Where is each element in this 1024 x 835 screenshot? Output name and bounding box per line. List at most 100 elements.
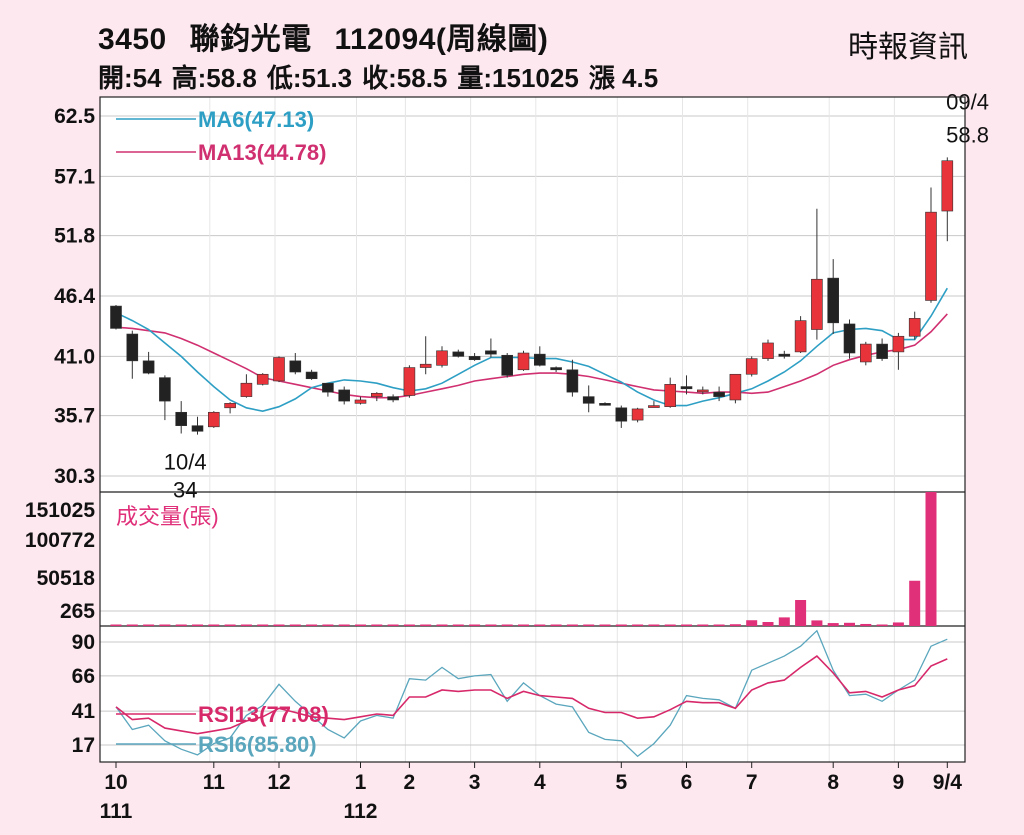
volume-bar: [811, 620, 823, 626]
x-tick-label: 11: [203, 771, 226, 794]
x-tick-label: 7: [746, 771, 758, 794]
volume-bar: [159, 624, 171, 626]
stock-name: 聯鈞光電: [189, 23, 312, 56]
volume-tick-label: 100772: [25, 529, 95, 552]
x-tick-label: 1: [355, 771, 367, 794]
candle-up: [811, 278, 823, 330]
candle-up: [925, 211, 937, 301]
ohlc-item: 量:151025: [457, 63, 579, 93]
candle-down: [615, 407, 628, 422]
x-tick-label: 2: [404, 771, 416, 794]
candle-up: [240, 382, 253, 397]
volume-bar: [224, 624, 236, 626]
x-year-label: 111: [100, 800, 133, 823]
candle-down: [680, 386, 693, 390]
ohlc-item: 高:58.8: [171, 63, 257, 93]
volume-bar: [892, 622, 904, 626]
candle-up: [273, 357, 285, 382]
volume-bar: [729, 624, 741, 626]
volume-bar: [909, 580, 921, 626]
volume-bar: [566, 624, 578, 626]
data-source: 時報資訊: [848, 31, 968, 64]
volume-bar: [436, 624, 448, 626]
candle-down: [582, 396, 595, 404]
price-tick-label: 46.4: [54, 285, 95, 308]
rsi-tick-label: 17: [72, 734, 95, 757]
candle-up: [762, 342, 774, 359]
volume-bar: [518, 624, 529, 626]
volume-bar: [827, 623, 839, 626]
candle-down: [533, 353, 546, 366]
volume-bar: [240, 624, 252, 626]
volume-bar: [387, 624, 399, 626]
x-tick-label: 9/4: [933, 771, 963, 794]
volume-bar: [860, 623, 872, 626]
candle-down: [142, 360, 155, 374]
price-annotation: 34: [173, 478, 197, 503]
candle-up: [517, 352, 530, 371]
price-annotation: 10/4: [164, 450, 207, 475]
candle-up: [664, 384, 677, 407]
volume-bar: [289, 624, 301, 626]
volume-bar: [648, 624, 660, 626]
ma13-line: [115, 313, 948, 399]
ohlc-summary: 開:54 高:58.8 低:51.3 收:58.5 量:151025 漲 4.5: [98, 58, 668, 95]
price-tick-label: 51.8: [54, 225, 95, 248]
volume-bar: [420, 624, 432, 626]
candle-down: [338, 389, 351, 402]
rsi13-line: [115, 655, 948, 735]
candle-up: [729, 373, 742, 401]
candle-up: [859, 343, 872, 363]
x-tick-label: 8: [827, 771, 839, 794]
volume-bar: [615, 624, 627, 626]
volume-bar: [583, 624, 595, 626]
price-tick-label: 35.7: [54, 405, 95, 428]
volume-bar: [143, 624, 155, 626]
volume-bar: [306, 624, 318, 626]
price-tick-label: 30.3: [54, 465, 95, 488]
candle-up: [745, 358, 758, 375]
volume-bar: [746, 620, 758, 626]
candle-down: [876, 343, 888, 359]
volume-bar: [322, 624, 334, 626]
x-tick-label: 3: [469, 771, 481, 794]
volume-bar: [876, 624, 888, 626]
candle-down: [289, 360, 302, 373]
volume-bar: [844, 622, 855, 626]
candle-up: [224, 403, 236, 409]
chart-title: 3450 聯鈞光電 112094(周線圖): [98, 14, 562, 58]
volume-tick-label: 265: [60, 600, 95, 623]
ma6-line: [115, 287, 948, 413]
rsi6-line: [115, 629, 948, 758]
candle-down: [159, 377, 171, 402]
rsi-tick-label: 66: [72, 665, 95, 688]
x-year-label: 112: [344, 800, 378, 823]
candle-up: [419, 363, 432, 368]
candle-down: [843, 323, 856, 354]
price-tick-label: 41.0: [54, 345, 95, 368]
candle-down: [501, 354, 514, 376]
candle-up: [208, 411, 220, 428]
volume-bar: [664, 624, 676, 626]
date-code: 112094(周線圖): [334, 23, 549, 56]
plot-background: [100, 97, 965, 762]
candle-up: [256, 373, 269, 385]
volume-bar: [257, 624, 269, 626]
volume-bar: [778, 617, 790, 626]
price-tick-label: 62.5: [54, 105, 95, 128]
volume-bar: [338, 624, 350, 626]
candle-down: [778, 353, 791, 357]
candle-up: [370, 392, 383, 397]
candle-down: [452, 351, 465, 357]
volume-bar: [110, 624, 122, 626]
candle-down: [566, 369, 579, 393]
candle-up: [354, 399, 367, 404]
candle-up: [648, 405, 660, 408]
candle-up: [892, 335, 905, 353]
plot-border: [99, 96, 966, 763]
volume-bar: [550, 624, 562, 626]
price-annotation: 09/4: [946, 89, 989, 114]
price-tick-label: 57.1: [54, 165, 95, 188]
candle-down: [126, 333, 139, 362]
stock-code: 3450: [98, 23, 167, 56]
